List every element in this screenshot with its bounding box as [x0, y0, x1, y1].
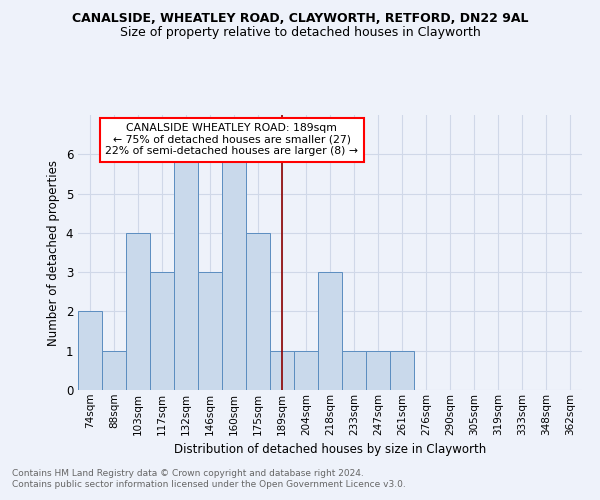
- Bar: [198, 272, 222, 390]
- Text: CANALSIDE WHEATLEY ROAD: 189sqm
← 75% of detached houses are smaller (27)
22% of: CANALSIDE WHEATLEY ROAD: 189sqm ← 75% of…: [105, 123, 358, 156]
- Bar: [222, 154, 246, 390]
- Text: Contains public sector information licensed under the Open Government Licence v3: Contains public sector information licen…: [12, 480, 406, 489]
- Bar: [318, 272, 342, 390]
- X-axis label: Distribution of detached houses by size in Clayworth: Distribution of detached houses by size …: [174, 443, 486, 456]
- Bar: [102, 350, 126, 390]
- Bar: [294, 350, 318, 390]
- Bar: [390, 350, 414, 390]
- Bar: [126, 233, 150, 390]
- Bar: [366, 350, 390, 390]
- Y-axis label: Number of detached properties: Number of detached properties: [47, 160, 60, 346]
- Text: Size of property relative to detached houses in Clayworth: Size of property relative to detached ho…: [119, 26, 481, 39]
- Bar: [270, 350, 294, 390]
- Bar: [78, 312, 102, 390]
- Text: CANALSIDE, WHEATLEY ROAD, CLAYWORTH, RETFORD, DN22 9AL: CANALSIDE, WHEATLEY ROAD, CLAYWORTH, RET…: [72, 12, 528, 26]
- Text: Contains HM Land Registry data © Crown copyright and database right 2024.: Contains HM Land Registry data © Crown c…: [12, 468, 364, 477]
- Bar: [342, 350, 366, 390]
- Bar: [150, 272, 174, 390]
- Bar: [246, 233, 270, 390]
- Bar: [174, 154, 198, 390]
